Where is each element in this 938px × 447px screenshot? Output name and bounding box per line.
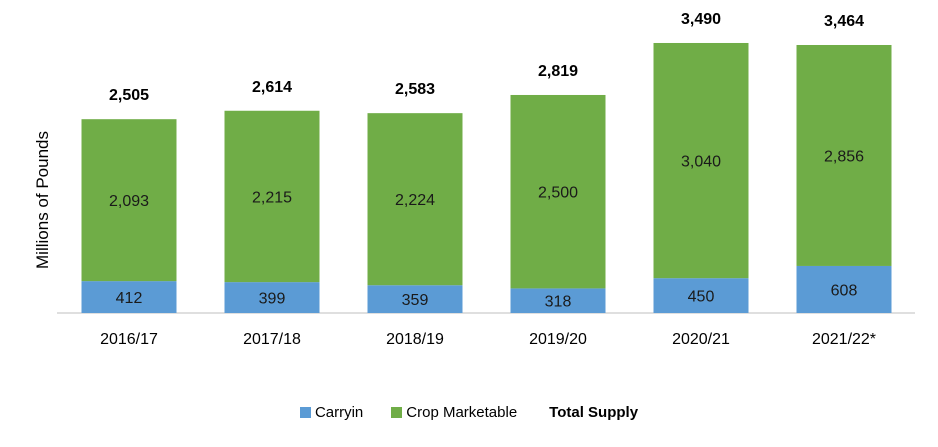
bar-carryin — [81, 281, 177, 313]
x-tick-label: 2018/19 — [386, 331, 444, 348]
total-supply-label: 3,490 — [681, 11, 721, 28]
legend-item-total-supply: Total Supply — [549, 404, 638, 421]
bar-carryin — [224, 282, 320, 313]
bar-crop-marketable — [510, 94, 606, 289]
bar-crop-marketable — [81, 119, 177, 282]
total-supply-label: 2,819 — [538, 63, 578, 80]
x-tick-label: 2020/21 — [672, 331, 730, 348]
total-supply-label: 3,464 — [824, 13, 864, 30]
x-tick-label: 2019/20 — [529, 331, 587, 348]
x-tick-label: 2016/17 — [100, 331, 158, 348]
total-supply-label: 2,505 — [109, 87, 149, 104]
data-label-crop-marketable: 2,093 — [109, 193, 149, 210]
stacked-bar-chart: Millions of Pounds 412 2,093 2,505 2016/17 3… — [33, 11, 915, 348]
bar-crop-marketable — [796, 44, 892, 266]
total-supply-label: 2,614 — [252, 79, 292, 96]
data-label-crop-marketable: 2,856 — [824, 148, 864, 165]
x-tick-label: 2021/22* — [812, 331, 876, 348]
bars-group: 412 2,093 2,505 2016/17 399 2,215 2,614 2017/18… — [81, 11, 892, 348]
bar-carryin — [653, 278, 749, 313]
data-label-carryin: 399 — [259, 291, 286, 308]
data-label-carryin: 450 — [688, 289, 715, 306]
data-label-carryin: 318 — [545, 294, 572, 311]
y-axis-label: Millions of Pounds — [33, 131, 52, 269]
data-label-crop-marketable: 2,224 — [395, 192, 435, 209]
legend-item-crop-marketable: Crop Marketable — [391, 404, 517, 421]
data-label-carryin: 359 — [402, 292, 429, 309]
legend-label-carryin: Carryin — [314, 404, 364, 421]
legend: Carryin Crop Marketable Total Supply — [0, 404, 938, 421]
data-label-crop-marketable: 2,215 — [252, 189, 292, 206]
bar-carryin — [796, 265, 892, 313]
x-tick-label: 2017/18 — [243, 331, 301, 348]
bar-carryin — [510, 288, 606, 313]
bar-crop-marketable — [224, 110, 320, 283]
data-label-crop-marketable: 2,500 — [538, 185, 578, 202]
bar-crop-marketable — [653, 42, 749, 279]
total-supply-label: 2,583 — [395, 81, 435, 98]
data-label-crop-marketable: 3,040 — [681, 154, 721, 171]
legend-swatch-carryin — [299, 407, 311, 418]
data-label-carryin: 412 — [116, 290, 143, 307]
legend-label-crop-marketable: Crop Marketable — [406, 404, 518, 421]
bar-carryin — [367, 285, 463, 313]
legend-item-carryin: Carryin — [299, 404, 364, 421]
legend-swatch-crop-marketable — [391, 407, 403, 418]
legend-label-total-supply: Total Supply — [549, 404, 639, 421]
data-label-carryin: 608 — [831, 282, 858, 299]
bar-crop-marketable — [367, 113, 463, 286]
